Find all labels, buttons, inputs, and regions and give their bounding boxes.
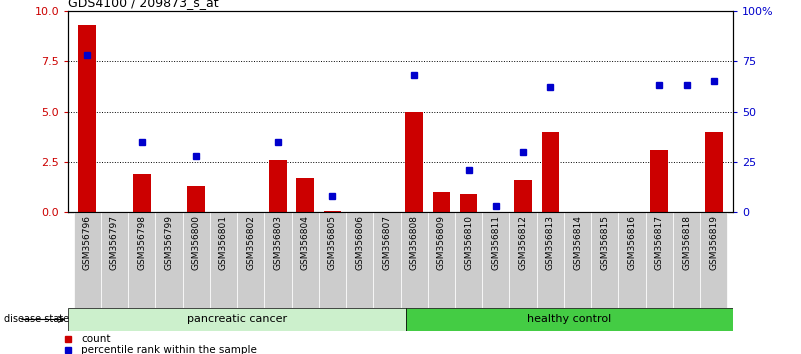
Bar [646,212,673,308]
Bar [460,194,477,212]
Bar [673,212,700,308]
Text: healthy control: healthy control [527,314,611,325]
Text: GSM356805: GSM356805 [328,215,337,270]
Text: GSM356817: GSM356817 [655,215,664,270]
Text: GDS4100 / 209873_s_at: GDS4100 / 209873_s_at [68,0,219,10]
Text: GSM356815: GSM356815 [601,215,610,270]
Bar [133,174,151,212]
Text: GSM356806: GSM356806 [355,215,364,270]
Bar [187,186,205,212]
Text: GSM356812: GSM356812 [518,215,528,270]
Bar [237,212,264,308]
Text: GSM356814: GSM356814 [573,215,582,270]
Bar [591,212,618,308]
Bar [400,212,428,308]
Text: GSM356801: GSM356801 [219,215,228,270]
Bar [564,212,591,308]
Bar [705,132,723,212]
Text: GSM356810: GSM356810 [464,215,473,270]
Bar [324,211,341,212]
Bar [210,212,237,308]
Text: count: count [82,333,111,344]
Bar [292,212,319,308]
Text: GSM356804: GSM356804 [300,215,310,270]
Bar [482,212,509,308]
Bar [514,180,532,212]
Bar [406,308,733,331]
Bar [68,308,406,331]
Bar [455,212,482,308]
Text: GSM356800: GSM356800 [191,215,200,270]
Bar [537,212,564,308]
Text: GSM356799: GSM356799 [164,215,173,270]
Bar [128,212,155,308]
Bar [433,192,450,212]
Bar [269,160,287,212]
Bar [74,212,101,308]
Bar [428,212,455,308]
Text: GSM356796: GSM356796 [83,215,91,270]
Bar [296,178,314,212]
Text: GSM356813: GSM356813 [545,215,555,270]
Text: GSM356809: GSM356809 [437,215,446,270]
Text: GSM356807: GSM356807 [382,215,392,270]
Bar [346,212,373,308]
Bar [650,150,668,212]
Bar [101,212,128,308]
Bar [319,212,346,308]
Text: GSM356802: GSM356802 [246,215,256,270]
Bar [155,212,183,308]
Bar [264,212,292,308]
Text: GSM356819: GSM356819 [710,215,718,270]
Bar [618,212,646,308]
Text: GSM356816: GSM356816 [628,215,637,270]
Text: pancreatic cancer: pancreatic cancer [187,314,287,325]
Bar [78,25,96,212]
Text: GSM356811: GSM356811 [491,215,501,270]
Bar [405,112,423,212]
Text: GSM356808: GSM356808 [409,215,419,270]
Bar [700,212,727,308]
Bar [373,212,400,308]
Bar [541,132,559,212]
Bar [509,212,537,308]
Text: GSM356798: GSM356798 [137,215,146,270]
Text: percentile rank within the sample: percentile rank within the sample [82,345,257,354]
Text: disease state: disease state [4,314,69,325]
Text: GSM356818: GSM356818 [682,215,691,270]
Text: GSM356797: GSM356797 [110,215,119,270]
Text: GSM356803: GSM356803 [273,215,283,270]
Bar [183,212,210,308]
